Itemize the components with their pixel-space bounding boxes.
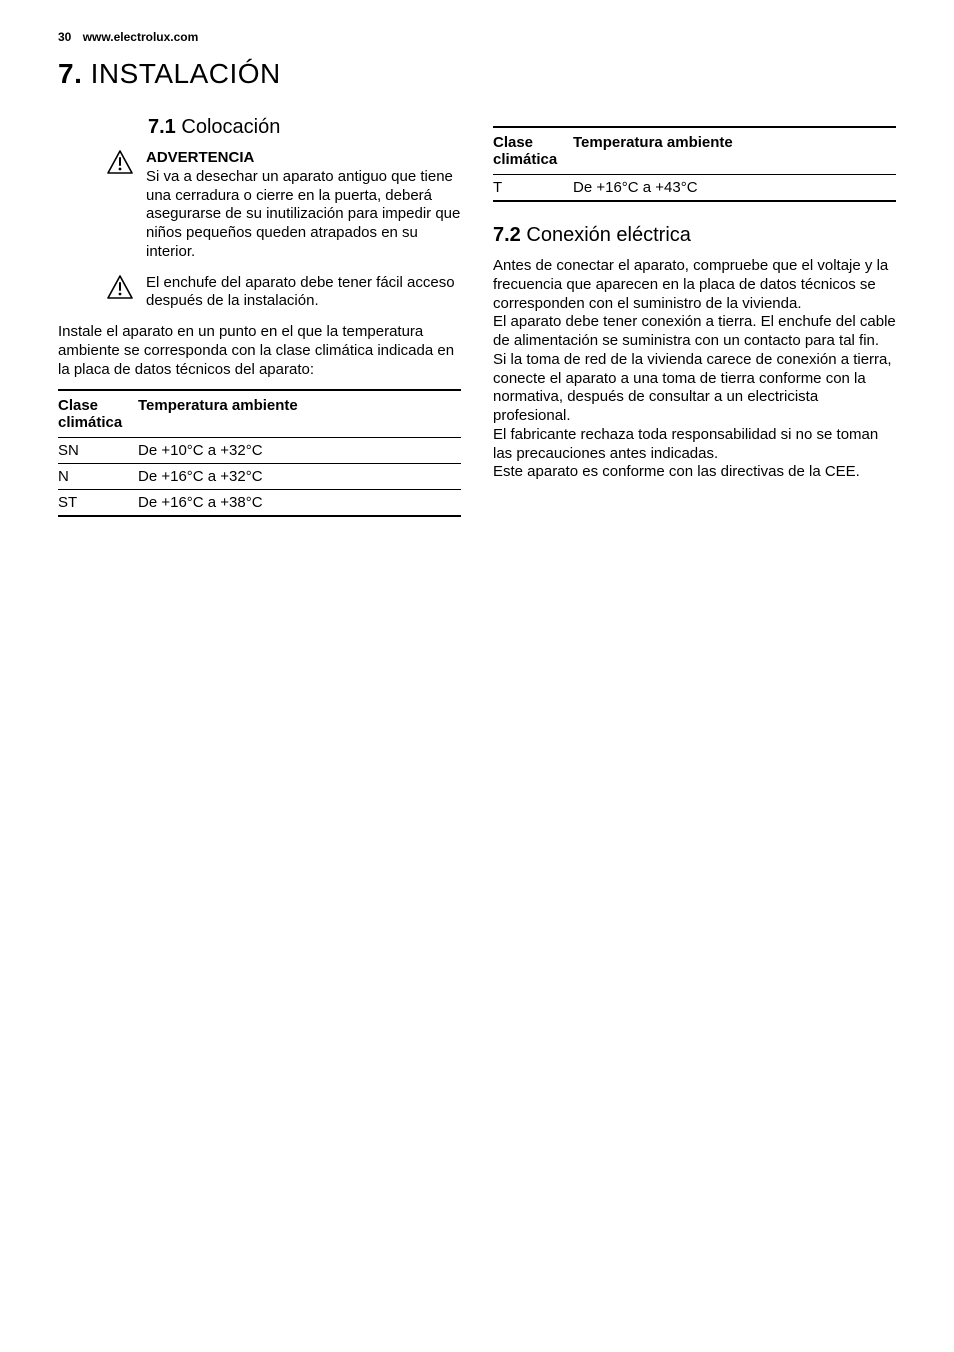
section-7-2-p1: Antes de conectar el aparato, compruebe …	[493, 257, 896, 313]
cell-temp: De +16°C a +43°C	[573, 175, 896, 202]
climate-table-left: Clase climática Temperatura ambiente SN …	[58, 389, 461, 517]
note-block: El enchufe del aparato debe tener fácil …	[106, 274, 461, 312]
cell-temp: De +16°C a +32°C	[138, 464, 461, 490]
table-header-class: Clase climática	[493, 127, 573, 175]
left-column: 7.1 Colocación ADVERTENCIA Si va a desec…	[58, 110, 461, 517]
right-column: Clase climática Temperatura ambiente T D…	[493, 110, 896, 517]
cell-temp: De +16°C a +38°C	[138, 490, 461, 517]
section-7-1-para: Instale el aparato en un punto en el que…	[58, 323, 461, 379]
section-7-2-heading: 7.2 Conexión eléctrica	[493, 224, 896, 247]
page-number: 30	[58, 30, 71, 44]
warning-title: ADVERTENCIA	[146, 149, 461, 168]
table-row: N De +16°C a +32°C	[58, 464, 461, 490]
chapter-number: 7.	[58, 58, 82, 89]
cell-class: N	[58, 464, 138, 490]
warning-icon	[106, 149, 134, 262]
note-body: El enchufe del aparato debe tener fácil …	[146, 274, 455, 310]
table-row: SN De +10°C a +32°C	[58, 438, 461, 464]
climate-table-right: Clase climática Temperatura ambiente T D…	[493, 126, 896, 202]
warning-body: Si va a desechar un aparato antiguo que …	[146, 168, 460, 260]
two-column-layout: 7.1 Colocación ADVERTENCIA Si va a desec…	[58, 110, 896, 517]
cell-class: SN	[58, 438, 138, 464]
table-header-temp: Temperatura ambiente	[573, 127, 896, 175]
cell-class: ST	[58, 490, 138, 517]
section-7-2-title: Conexión eléctrica	[526, 224, 691, 246]
cell-class: T	[493, 175, 573, 202]
section-7-2-p4: Este aparato es conforme con las directi…	[493, 463, 896, 482]
chapter-heading: 7. INSTALACIÓN	[58, 58, 896, 90]
section-7-2-p3: El fabricante rechaza toda responsabilid…	[493, 426, 896, 464]
chapter-title: INSTALACIÓN	[91, 58, 281, 89]
warning-icon	[106, 274, 134, 312]
warning-block: ADVERTENCIA Si va a desechar un aparato …	[106, 149, 461, 262]
page-header: 30 www.electrolux.com	[58, 30, 896, 44]
table-row: T De +16°C a +43°C	[493, 175, 896, 202]
section-7-1-heading: 7.1 Colocación	[148, 116, 461, 139]
table-header-class: Clase climática	[58, 390, 138, 438]
section-7-1-number: 7.1	[148, 116, 176, 138]
table-header-temp: Temperatura ambiente	[138, 390, 461, 438]
section-7-2-number: 7.2	[493, 224, 521, 246]
cell-temp: De +10°C a +32°C	[138, 438, 461, 464]
header-url: www.electrolux.com	[83, 30, 199, 44]
section-7-2-p2: El aparato debe tener conexión a tierra.…	[493, 313, 896, 426]
table-row: ST De +16°C a +38°C	[58, 490, 461, 517]
section-7-1-title: Colocación	[181, 116, 280, 138]
